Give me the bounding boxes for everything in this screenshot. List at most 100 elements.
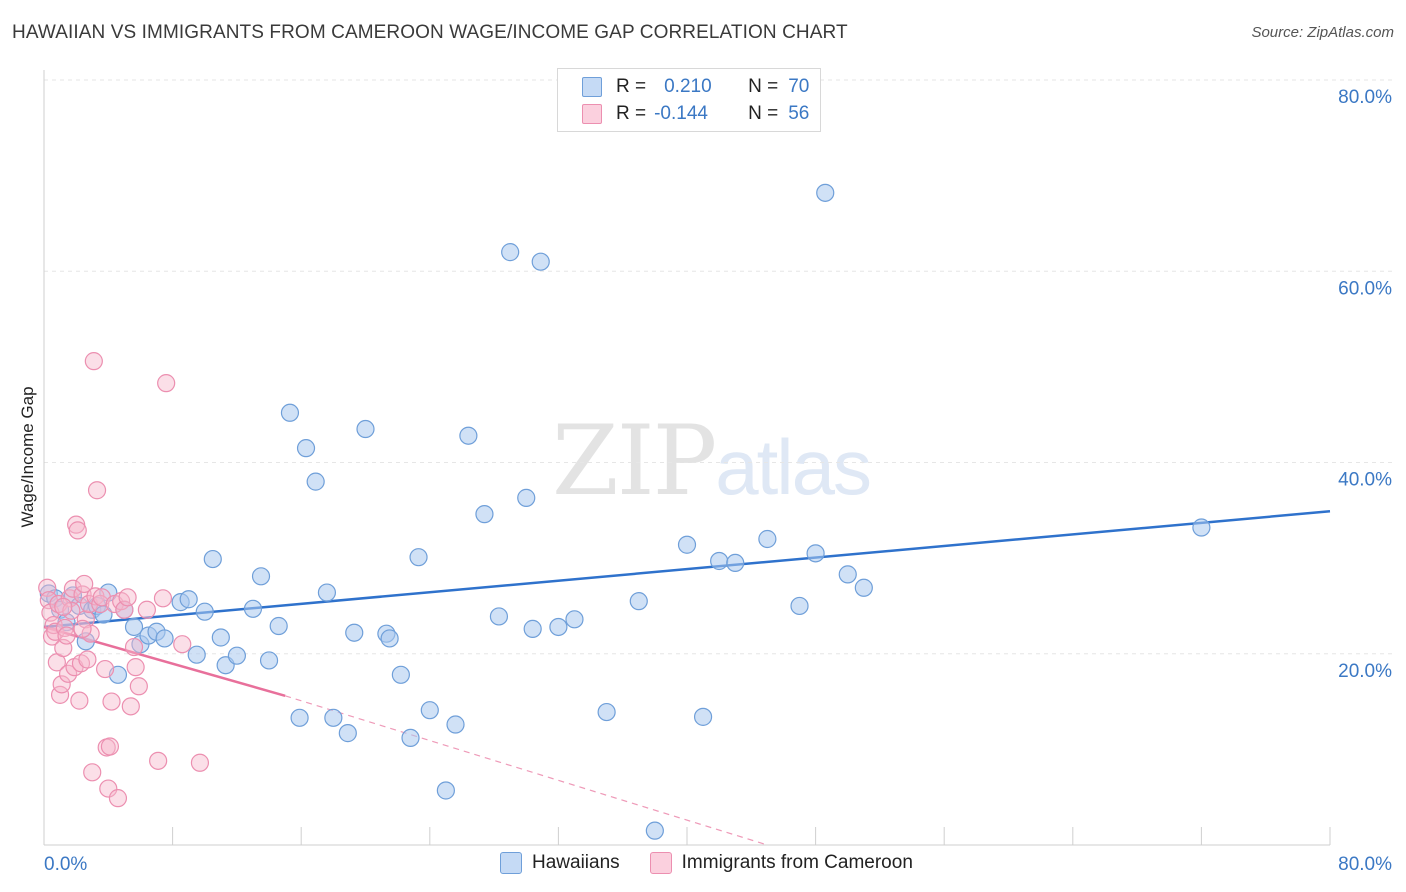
hawaiians-point <box>380 629 399 648</box>
cameroon-point <box>173 635 192 654</box>
hawaiians-point <box>401 728 420 748</box>
cameroon-point <box>59 664 78 683</box>
r-value: 0.210 <box>664 76 712 97</box>
cameroon-point <box>99 779 118 798</box>
hawaiians-point <box>203 549 222 569</box>
hawaiians-point <box>324 708 343 727</box>
hawaiians-point <box>790 596 809 616</box>
series-hawaiians <box>39 183 1211 840</box>
trend-lines <box>43 510 1331 846</box>
series-cameroon <box>38 352 210 808</box>
hawaiians-point <box>549 617 568 637</box>
hawaiians-point <box>338 724 357 743</box>
cameroon-point <box>75 574 94 594</box>
hawaiians-trend-line <box>43 510 1331 629</box>
cameroon-point <box>157 374 176 393</box>
cameroon-point <box>78 650 97 669</box>
hawaiians-point <box>517 488 536 507</box>
hawaiians-point <box>806 544 825 563</box>
cameroon-point <box>87 481 107 500</box>
stats-legend-row-hawaiians: R = 0.210 N = 70 <box>582 75 809 99</box>
y-tick-label: 80.0% <box>1338 87 1392 108</box>
hawaiians-point <box>317 583 337 602</box>
hawaiians-point <box>1192 518 1211 537</box>
cameroon-swatch <box>582 104 602 124</box>
hawaiians-swatch <box>582 77 602 97</box>
hawaiians-point <box>179 590 198 609</box>
hawaiians-point <box>597 702 616 722</box>
hawaiians-point <box>854 578 873 597</box>
r-value: -0.144 <box>654 103 708 124</box>
source-label: Source: ZipAtlas.com <box>1251 24 1394 41</box>
cameroon-point <box>57 626 76 645</box>
axes <box>43 70 1331 846</box>
cameroon-point <box>83 763 102 782</box>
y-tick-label: 20.0% <box>1338 661 1392 682</box>
hawaiians-point <box>523 619 542 638</box>
watermark: ZIPatlas <box>552 405 872 517</box>
hawaiians-legend-swatch <box>500 852 522 874</box>
legend-label-cameroon: Immigrants from Cameroon <box>681 852 913 873</box>
x-tick-label: 80.0% <box>1338 854 1392 875</box>
cameroon-point <box>126 658 145 677</box>
hawaiians-point <box>489 607 509 626</box>
cameroon-point <box>46 622 65 641</box>
cameroon-point <box>108 789 128 808</box>
stats-legend: R = 0.210 N = 70 R = -0.144 N = 56 <box>557 68 821 132</box>
cameroon-point <box>55 618 74 638</box>
hawaiians-point <box>227 646 246 665</box>
cameroon-point <box>124 637 144 657</box>
cameroon-point <box>102 692 121 711</box>
stats-legend-row-cameroon: R = -0.144 N = 56 <box>582 102 809 126</box>
hawaiians-point <box>446 715 465 734</box>
cameroon-point <box>129 677 148 696</box>
hawaiians-point <box>211 628 230 647</box>
tick-labels: 20.0% 40.0% 60.0% 80.0% 0.0% 80.0% Wage/Income… <box>18 87 1392 875</box>
legend-item-cameroon[interactable]: Immigrants from Cameroon <box>649 852 913 874</box>
hawaiians-point <box>838 565 857 584</box>
hawaiians-point <box>436 781 455 800</box>
hawaiians-point <box>475 505 494 524</box>
cameroon-point <box>73 619 92 638</box>
cameroon-point <box>121 697 140 716</box>
hawaiians-point <box>306 472 325 491</box>
cameroon-legend-swatch <box>649 852 672 874</box>
hawaiians-point <box>629 592 648 611</box>
hawaiians-point <box>280 403 300 422</box>
hawaiians-point <box>420 701 439 720</box>
cameroon-trend-extension <box>284 695 768 846</box>
n-label: N = <box>748 103 779 124</box>
hawaiians-point <box>356 419 375 439</box>
cameroon-point <box>137 600 156 619</box>
n-value: 56 <box>788 103 810 124</box>
y-tick-label: 40.0% <box>1338 470 1392 491</box>
y-axis-title: Wage/Income Gap <box>18 386 37 527</box>
cameroon-point <box>190 753 210 772</box>
hawaiians-point <box>243 599 263 618</box>
hawaiians-point <box>816 183 835 202</box>
cameroon-point <box>84 352 103 371</box>
hawaiians-point <box>290 708 309 727</box>
cameroon-point <box>100 737 120 756</box>
hawaiians-point <box>259 651 279 670</box>
cameroon-point <box>70 691 89 710</box>
hawaiians-point <box>251 567 271 586</box>
hawaiians-point <box>531 252 550 271</box>
hawaiians-point <box>155 629 174 648</box>
legend-item-hawaiians[interactable]: Hawaiians <box>500 852 620 874</box>
watermark-atlas: atlas <box>715 423 872 511</box>
r-label: R = <box>616 76 647 97</box>
chart-title: HAWAIIAN VS IMMIGRANTS FROM CAMEROON WAG… <box>12 22 848 43</box>
n-label: N = <box>748 76 779 97</box>
hawaiians-point <box>693 707 713 726</box>
cameroon-point <box>52 675 71 694</box>
hawaiians-point <box>345 623 364 642</box>
cameroon-point <box>68 521 87 540</box>
series-legend: Hawaiians Immigrants from Cameroon <box>500 852 943 874</box>
cameroon-point <box>95 659 115 679</box>
legend-label-hawaiians: Hawaiians <box>532 852 620 873</box>
cameroon-point <box>44 615 63 635</box>
hawaiians-point <box>645 821 664 840</box>
hawaiians-point <box>391 665 410 684</box>
y-tick-label: 60.0% <box>1338 278 1392 299</box>
